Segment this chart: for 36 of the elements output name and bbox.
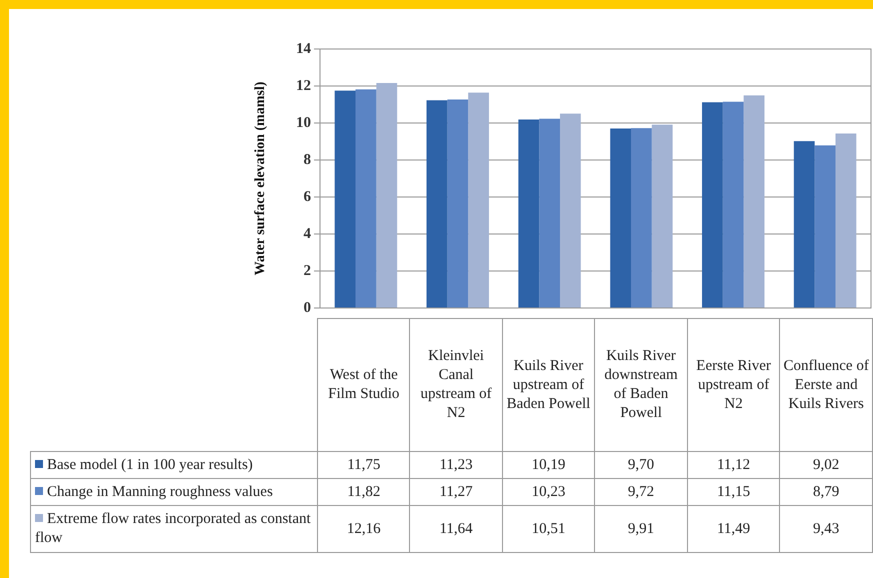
- data-label: 9,72: [594, 478, 688, 506]
- data-label: 11,15: [687, 478, 780, 506]
- data-label: 9,91: [594, 506, 688, 552]
- y-axis-title: Water surface elevation (mamsl): [253, 81, 268, 276]
- data-label: 10,19: [502, 452, 595, 478]
- x-tick-label: Kleinvlei Canal upstream of N2: [410, 318, 502, 452]
- y-tick-label: 6: [304, 188, 312, 205]
- data-label: 11,23: [410, 452, 502, 478]
- data-label: 11,49: [687, 506, 780, 552]
- data-label: 10,51: [502, 506, 595, 552]
- y-tick-label: 10: [296, 114, 311, 131]
- x-tick-label: West of the Film Studio: [318, 318, 410, 452]
- data-label: 8,79: [780, 478, 872, 506]
- data-label: 9,43: [780, 506, 872, 552]
- data-label: 11,75: [318, 452, 410, 478]
- y-tick-label: 12: [296, 78, 311, 94]
- data-label: 11,12: [687, 452, 780, 478]
- data-label: 11,64: [410, 506, 502, 552]
- data-label: 11,27: [410, 478, 502, 506]
- legend-label: Change in Manning roughness values: [30, 478, 318, 506]
- data-label: 12,16: [318, 506, 410, 552]
- legend-label: Extreme flow rates incorporated as constant flow: [30, 506, 318, 552]
- y-tick-label: 0: [304, 300, 311, 316]
- x-tick-label: Confluence of Eerste and Kuils Rivers: [780, 318, 872, 452]
- x-tick-label: Kuils River upstream of Baden Powell: [502, 318, 595, 452]
- y-tick-label: 4: [304, 226, 312, 242]
- y-tick-label: 14: [296, 40, 312, 57]
- data-label: 9,70: [594, 452, 688, 478]
- data-label: 9,02: [780, 452, 872, 478]
- data-label: 10,23: [502, 478, 595, 506]
- data-label: 11,82: [318, 478, 410, 506]
- legend-label: Base model (1 in 100 year results): [30, 452, 318, 478]
- y-tick-label: 8: [304, 152, 311, 168]
- x-tick-label: Kuils River downstream of Baden Powell: [594, 318, 688, 452]
- y-tick-label: 2: [304, 262, 311, 279]
- x-tick-label: Eerste River upstream of N2: [687, 318, 780, 452]
